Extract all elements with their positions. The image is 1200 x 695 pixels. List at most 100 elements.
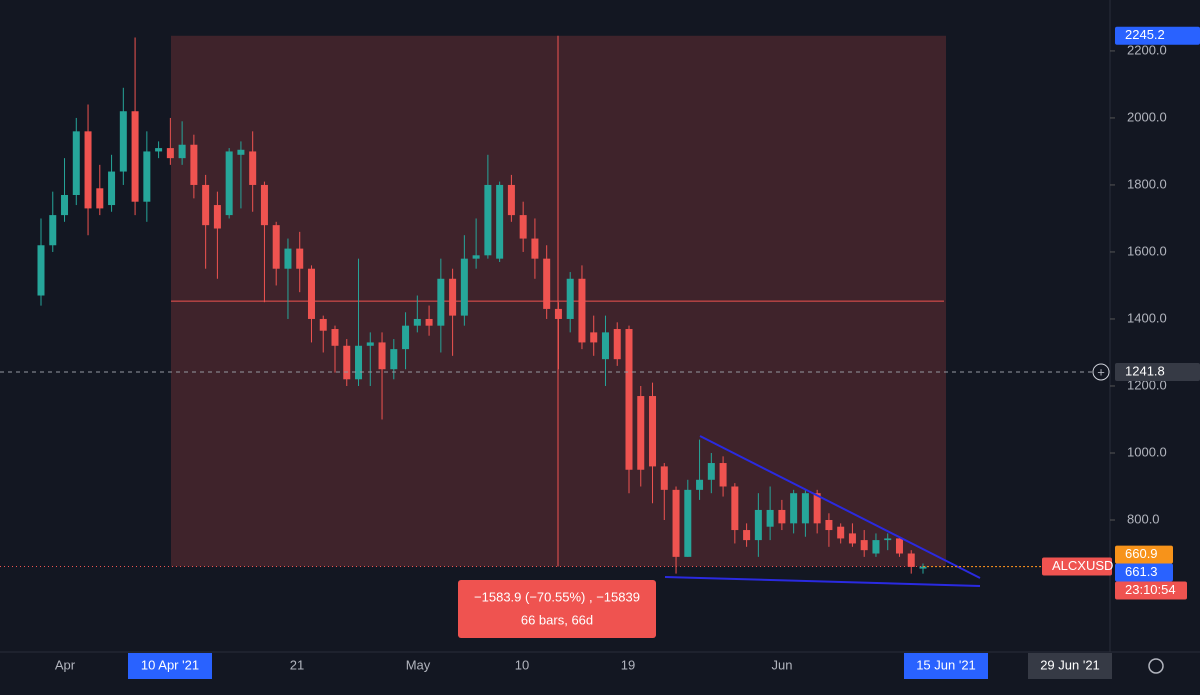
candle-body <box>343 345 351 380</box>
candle-body <box>754 509 762 541</box>
candle-body <box>249 151 257 185</box>
candle-body <box>213 205 221 229</box>
y-tick-label: 2200.0 <box>1127 42 1167 57</box>
candle-body <box>331 329 339 346</box>
candle-body <box>484 184 492 256</box>
candle-body <box>437 278 445 326</box>
candle-body <box>790 493 798 524</box>
x-tick-label: Jun <box>772 657 793 672</box>
y-tick-label: 1400.0 <box>1127 310 1167 325</box>
candle-body <box>402 325 410 350</box>
trendline <box>699 435 981 579</box>
candle-body <box>202 184 210 226</box>
countdown-badge: 23:10:54 <box>1125 582 1176 597</box>
candle-body <box>660 466 668 490</box>
candle-body <box>449 278 457 316</box>
candle-body <box>613 329 621 360</box>
candle-body <box>801 493 809 524</box>
last-badge: 661.3 <box>1125 564 1158 579</box>
high-badge-bg <box>1115 26 1200 45</box>
candle-body <box>225 151 233 216</box>
candle-body <box>413 318 421 326</box>
candle-body <box>578 278 586 343</box>
y-tick-label: 1000.0 <box>1127 444 1167 459</box>
candle-body <box>61 195 69 216</box>
candle-body <box>766 509 774 527</box>
candle-body <box>237 149 245 155</box>
x-tick-label: May <box>406 657 431 672</box>
candle-body <box>155 148 163 152</box>
y-tick-label: 1800.0 <box>1127 176 1167 191</box>
candle-body <box>743 530 751 541</box>
candle-body <box>825 520 833 531</box>
candle-body <box>696 479 704 490</box>
candle-body <box>496 184 504 259</box>
candle-body <box>566 278 574 319</box>
candle-body <box>84 131 92 209</box>
candle-body <box>72 131 80 195</box>
candle-body <box>719 463 727 487</box>
candle-body <box>684 489 692 557</box>
candle-body <box>554 308 562 319</box>
candle-body <box>284 248 292 269</box>
symbol-badge-bg <box>1042 557 1112 576</box>
candle-body <box>543 258 551 309</box>
candle-body <box>625 329 633 470</box>
candle-body <box>119 111 127 172</box>
measure-box <box>458 580 656 638</box>
candle-body <box>319 318 327 331</box>
candle-body <box>860 540 868 551</box>
candle-body <box>296 248 304 269</box>
settings-icon[interactable] <box>1148 658 1164 674</box>
countdown-badge-bg <box>1115 581 1187 600</box>
candle-body <box>731 486 739 531</box>
y-tick-label: 1200.0 <box>1127 377 1167 392</box>
x-tick-label: 10 <box>515 657 529 672</box>
candle-body <box>143 151 151 202</box>
y-tick-label: 1600.0 <box>1127 243 1167 258</box>
candle-body <box>601 332 609 360</box>
candle-body <box>919 566 927 569</box>
measure-line2: 66 bars, 66d <box>521 612 593 627</box>
y-tick-label: 2000.0 <box>1127 109 1167 124</box>
high-badge: 2245.2 <box>1125 27 1165 42</box>
candle-body <box>390 349 398 370</box>
candle-body <box>307 268 315 319</box>
crosshair-plus <box>1092 363 1110 381</box>
crosshair-plus-sign: + <box>1097 364 1105 379</box>
candle-body <box>884 538 892 541</box>
candle-body <box>166 148 174 159</box>
candle-body <box>49 215 57 246</box>
bid-badge: 660.9 <box>1125 546 1158 561</box>
candle-body <box>872 540 880 554</box>
candle-body <box>425 318 433 326</box>
symbol-badge: ALCXUSD <box>1052 558 1113 573</box>
candle-body <box>178 144 186 159</box>
candle-body <box>519 215 527 239</box>
candle-body <box>190 144 198 185</box>
candle-body <box>637 396 645 470</box>
trendline <box>664 576 981 587</box>
candle-body <box>460 258 468 316</box>
candle-body <box>837 526 845 539</box>
x-tick-label: 29 Jun '21 <box>1040 657 1100 672</box>
x-label-bg <box>904 653 988 679</box>
candle-body <box>260 184 268 226</box>
candle-body <box>895 538 903 554</box>
candle-body <box>672 489 680 557</box>
candle-body <box>472 255 480 259</box>
candle-body <box>507 184 515 216</box>
last-badge-bg <box>1115 563 1173 582</box>
candle-body <box>131 111 139 202</box>
x-tick-label: 15 Jun '21 <box>916 657 976 672</box>
plot: 800.0 1000.0 1200.0 1400.0 1600.0 1800.0 2000.… <box>0 26 1200 679</box>
candle-body <box>108 171 116 206</box>
candle-body <box>37 245 45 296</box>
candle-body <box>531 238 539 259</box>
crosshair-badge: 1241.8 <box>1125 363 1165 378</box>
candle-body <box>778 509 786 524</box>
candle-body <box>649 396 657 467</box>
